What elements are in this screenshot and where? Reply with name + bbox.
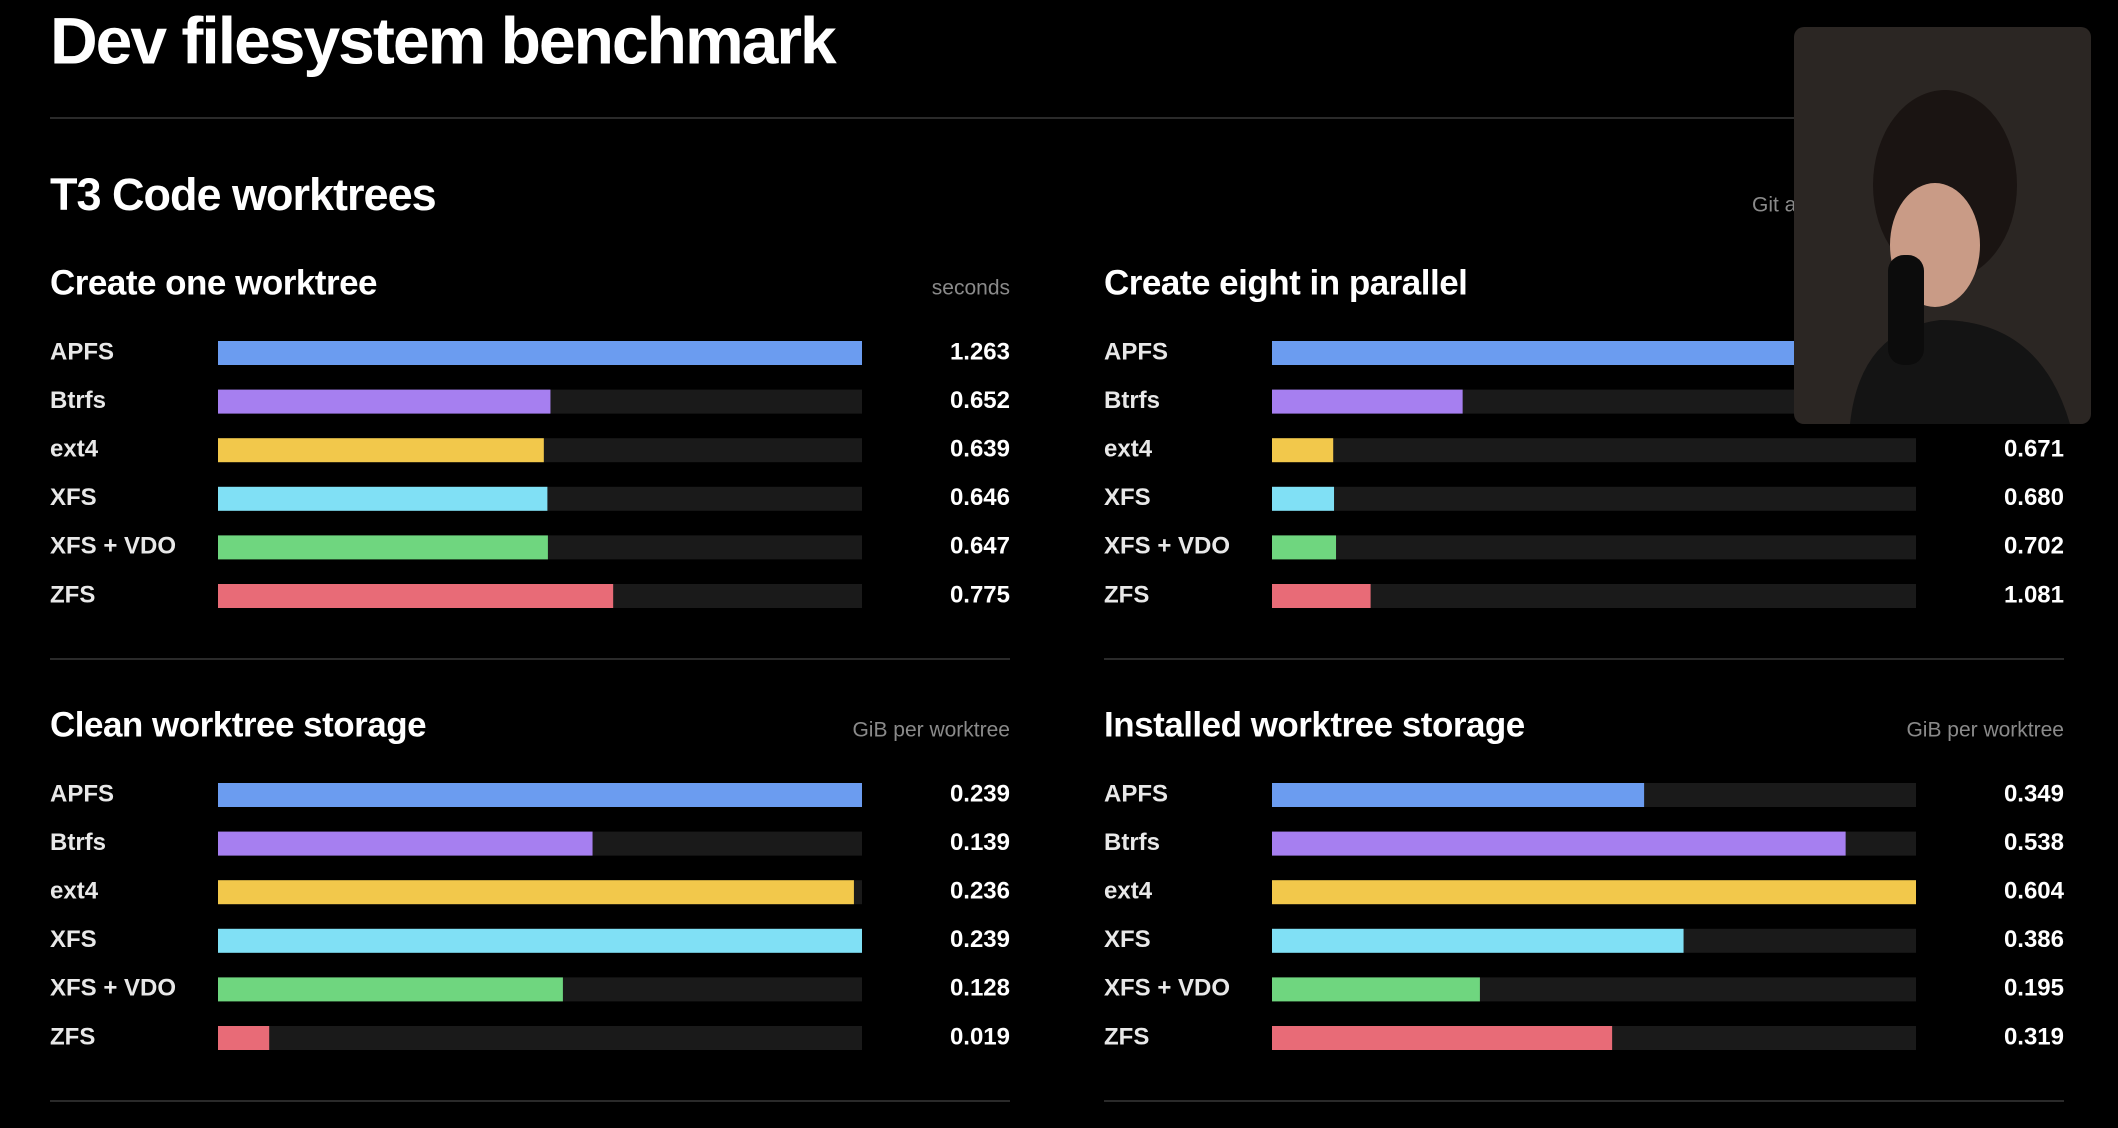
category-label: ext4 — [50, 878, 99, 905]
category-label: APFS — [1104, 780, 1168, 807]
bar — [218, 831, 593, 856]
category-label: XFS — [50, 926, 97, 953]
category-label: APFS — [50, 780, 114, 807]
bar — [1272, 486, 1335, 511]
webcam-mic — [1888, 255, 1924, 365]
value-label: 0.639 — [950, 436, 1010, 463]
page-title: Dev filesystem benchmark — [50, 3, 837, 77]
chart-title: Installed worktree storage — [1104, 705, 1525, 744]
charts: Create one worktree seconds APFS 1.263 Btrfs… — [50, 263, 2065, 1102]
bar — [218, 389, 551, 414]
bar — [1272, 389, 1463, 414]
bar — [218, 928, 862, 953]
bar-track — [1272, 438, 1916, 463]
bar — [218, 341, 862, 365]
bar — [1272, 831, 1846, 856]
bar — [218, 486, 548, 511]
section-title: T3 Code worktrees — [50, 169, 436, 220]
webcam-overlay — [1794, 27, 2091, 424]
value-label: 0.671 — [2004, 436, 2064, 463]
value-label: 1.263 — [950, 338, 1010, 365]
value-label: 0.195 — [2004, 975, 2064, 1002]
chart-title: Clean worktree storage — [50, 705, 426, 744]
category-label: ext4 — [1104, 878, 1153, 905]
category-label: Btrfs — [50, 387, 106, 414]
category-label: XFS + VDO — [50, 975, 176, 1002]
bar — [1272, 1026, 1613, 1050]
bar-track — [1272, 486, 1916, 511]
category-label: ext4 — [1104, 436, 1153, 463]
value-label: 0.236 — [950, 878, 1010, 905]
chart-title: Create one worktree — [50, 263, 377, 302]
bar — [218, 977, 563, 1002]
bar — [218, 584, 614, 608]
value-label: 0.604 — [2004, 878, 2065, 905]
category-label: XFS + VDO — [1104, 533, 1230, 560]
value-label: 0.680 — [2004, 484, 2064, 511]
bar — [1272, 584, 1371, 608]
category-label: XFS + VDO — [50, 533, 176, 560]
value-label: 0.239 — [950, 926, 1010, 953]
category-label: ZFS — [1104, 581, 1149, 608]
category-label: XFS — [1104, 484, 1151, 511]
chart-unit: GiB per worktree — [852, 719, 1010, 742]
chart-unit: GiB per worktree — [1906, 719, 2064, 742]
value-label: 0.538 — [2004, 829, 2064, 856]
value-label: 0.646 — [950, 484, 1010, 511]
bar — [218, 783, 862, 807]
value-label: 0.775 — [950, 581, 1010, 608]
bar-track — [1272, 535, 1916, 560]
bar — [218, 438, 544, 463]
bar — [218, 535, 548, 560]
category-label: ZFS — [50, 1023, 95, 1050]
chart-title: Create eight in parallel — [1104, 263, 1467, 302]
category-label: APFS — [50, 338, 114, 365]
category-label: XFS — [50, 484, 97, 511]
value-label: 0.139 — [950, 829, 1010, 856]
value-label: 0.019 — [950, 1023, 1010, 1050]
value-label: 0.239 — [950, 780, 1010, 807]
category-label: APFS — [1104, 338, 1168, 365]
value-label: 0.319 — [2004, 1023, 2064, 1050]
bar — [1272, 438, 1334, 463]
bar — [1272, 535, 1337, 560]
category-label: Btrfs — [50, 829, 106, 856]
bar — [218, 1026, 270, 1050]
category-label: Btrfs — [1104, 829, 1160, 856]
bar — [218, 880, 854, 905]
value-label: 1.081 — [2004, 581, 2064, 608]
category-label: ext4 — [50, 436, 99, 463]
value-label: 0.128 — [950, 975, 1010, 1002]
value-label: 0.647 — [950, 533, 1010, 560]
bar — [1272, 977, 1480, 1002]
section-note: Git a — [1752, 194, 1797, 217]
category-label: Btrfs — [1104, 387, 1160, 414]
bar-track — [218, 1026, 862, 1050]
bar — [1272, 880, 1916, 905]
category-label: ZFS — [50, 581, 95, 608]
bar-track — [1272, 584, 1916, 608]
bar — [1272, 783, 1645, 807]
bar — [1272, 928, 1684, 953]
value-label: 0.652 — [950, 387, 1010, 414]
value-label: 0.349 — [2004, 780, 2064, 807]
chart-unit: seconds — [932, 277, 1010, 300]
category-label: ZFS — [1104, 1023, 1149, 1050]
category-label: XFS + VDO — [1104, 975, 1230, 1002]
value-label: 0.702 — [2004, 533, 2064, 560]
category-label: XFS — [1104, 926, 1151, 953]
value-label: 0.386 — [2004, 926, 2064, 953]
